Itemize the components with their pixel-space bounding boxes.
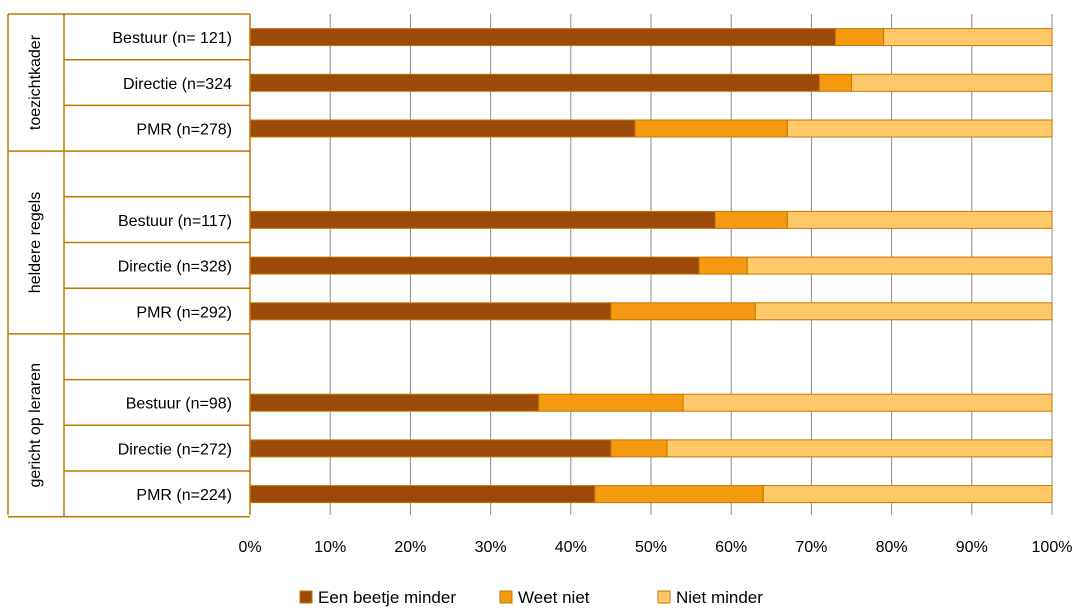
legend-label: Niet minder [676, 588, 763, 607]
group-label: heldere regels [27, 192, 44, 293]
x-axis-ticks: 0% 10% 20% 30% 40% 50% 60% 70% 80% 90% 100% [238, 539, 1072, 556]
x-tick-label: 70% [795, 539, 827, 556]
bar-segment [249, 439, 612, 458]
bar-segment [698, 256, 748, 275]
legend-item: Weet niet [499, 588, 590, 607]
bar-segment [249, 210, 716, 229]
bar-segment [249, 73, 820, 92]
category-label: PMR (n=278) [136, 122, 232, 139]
legend-item: Niet minder [657, 588, 763, 607]
bar-segment [249, 393, 540, 412]
bar-segment [746, 256, 1053, 275]
bar-segment [610, 439, 668, 458]
legend-swatch [657, 590, 671, 604]
category-label: Directie (n=272) [118, 441, 232, 458]
legend: Een beetje minder Weet niet Niet minder [299, 588, 763, 607]
bar-segment [249, 28, 836, 47]
x-tick-label: 100% [1032, 539, 1073, 556]
bars [249, 28, 1053, 504]
bar-segment [249, 302, 612, 321]
category-label: Directie (n=324 [123, 76, 232, 93]
bar-segment [249, 256, 700, 275]
x-tick-label: 10% [314, 539, 346, 556]
x-tick-label: 50% [635, 539, 667, 556]
bar-segment [883, 28, 1053, 47]
bar-segment [610, 302, 756, 321]
x-tick-label: 0% [238, 539, 261, 556]
legend-swatch [499, 590, 513, 604]
legend-label: Een beetje minder [318, 588, 456, 607]
category-label: Directie (n=328) [118, 259, 232, 276]
x-tick-label: 80% [876, 539, 908, 556]
x-tick-label: 30% [475, 539, 507, 556]
x-tick-label: 60% [715, 539, 747, 556]
bar-segment [594, 485, 764, 504]
category-label: PMR (n=292) [136, 304, 232, 321]
group-label: gericht op leraren [27, 363, 44, 488]
bar-segment [762, 485, 1053, 504]
category-label: Bestuur (n= 121) [112, 30, 232, 47]
category-label: PMR (n=224) [136, 487, 232, 504]
bar-segment [249, 485, 596, 504]
legend-label: Weet niet [518, 588, 590, 607]
bar-segment [786, 210, 1053, 229]
category-axis: Bestuur (n= 121) Directie (n=324 PMR (n=27… [7, 13, 251, 518]
bar-segment [682, 393, 1053, 412]
bar-segment [754, 302, 1053, 321]
bar-segment [634, 119, 788, 138]
bar-segment [834, 28, 885, 47]
x-tick-label: 20% [394, 539, 426, 556]
legend-swatch [299, 590, 313, 604]
bar-segment [818, 73, 852, 92]
bar-segment [249, 119, 636, 138]
bar-segment [538, 393, 684, 412]
legend-item: Een beetje minder [299, 588, 456, 607]
bar-segment [851, 73, 1053, 92]
category-label: Bestuur (n=98) [126, 396, 232, 413]
x-tick-label: 90% [956, 539, 988, 556]
bar-segment [666, 439, 1053, 458]
bar-segment [714, 210, 788, 229]
x-tick-label: 40% [555, 539, 587, 556]
group-label: toezichtkader [27, 34, 44, 130]
bar-segment [786, 119, 1053, 138]
category-label: Bestuur (n=117) [118, 213, 232, 230]
